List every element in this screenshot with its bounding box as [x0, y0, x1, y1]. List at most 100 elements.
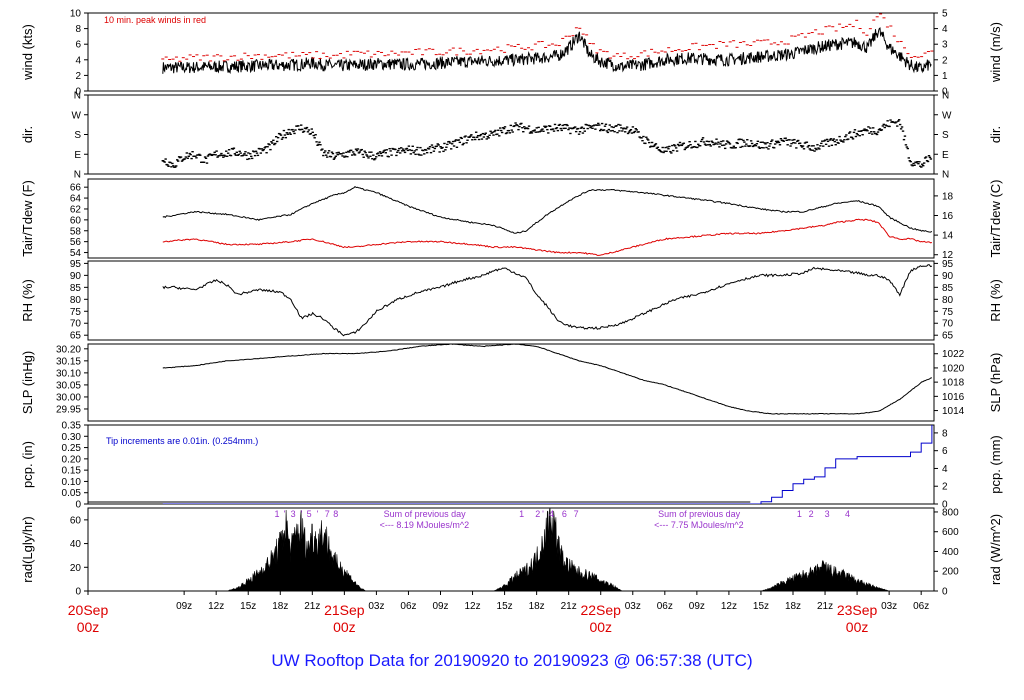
day-hour-label: 00z: [589, 619, 612, 635]
ytick-right-label: 200: [942, 567, 959, 578]
ytick-right-label: S: [942, 130, 949, 141]
ytick-left-label: 58: [70, 226, 82, 237]
ytick-left-label: 10: [70, 9, 82, 20]
day-label: 20Sep: [68, 602, 109, 618]
xtick-label: 15z: [753, 601, 769, 612]
ytick-left-label: 0.05: [62, 488, 82, 499]
day-label: 21Sep: [324, 602, 365, 618]
ytick-right-label: 2: [942, 482, 948, 493]
hour-marker: 2: [809, 509, 814, 519]
ytick-left-label: 0.10: [62, 477, 82, 488]
xtick-label: 03z: [881, 601, 897, 612]
xtick-label: 18z: [529, 601, 545, 612]
hour-marker: 3: [291, 509, 296, 519]
day-hour-label: 00z: [77, 619, 100, 635]
ytick-right-label: 65: [942, 331, 954, 342]
xtick-label: 06z: [657, 601, 673, 612]
xtick-label: 06z: [400, 601, 416, 612]
tip-increment-note: Tip increments are 0.01in. (0.254mm.): [106, 436, 258, 446]
hour-marker: 1: [797, 509, 802, 519]
ytick-right-label: 85: [942, 283, 954, 294]
ytick-right-label: 1: [942, 71, 948, 82]
hour-marker: 4: [845, 509, 850, 519]
xtick-label: 21z: [561, 601, 577, 612]
peak-wind-note: 10 min. peak winds in red: [104, 15, 206, 25]
ytick-left-label: 60: [70, 515, 82, 526]
ylabel-right-rh: RH (%): [988, 279, 1003, 322]
ylabel-left-slp: SLP (inHg): [20, 351, 35, 414]
ytick-left-label: 30.00: [56, 392, 81, 403]
ytick-left-label: 0: [75, 87, 81, 98]
hour-marker: 7: [574, 509, 579, 519]
series-temp-Tair: [162, 185, 933, 234]
panel-frame-rh: [87, 260, 935, 341]
xtick-label: 18z: [785, 601, 801, 612]
ytick-left-label: 0: [75, 500, 81, 511]
ytick-left-label: 2: [75, 71, 81, 82]
xtick-label: 09z: [689, 601, 705, 612]
panel-frame-dir: [87, 94, 935, 175]
ylabel-left-rh: RH (%): [20, 279, 35, 322]
ytick-right-label: 1020: [942, 363, 965, 374]
ytick-right-label: 14: [942, 231, 954, 242]
ylabel-right-dir: dir.: [988, 126, 1003, 143]
ytick-right-label: 400: [942, 547, 959, 558]
series-rh-0: [162, 264, 933, 337]
plot-area-pcp: [88, 425, 933, 504]
ytick-left-label: 70: [70, 319, 82, 330]
plot-area-slp: [162, 344, 933, 415]
ylabel-right-rad: rad (W/m^2): [988, 514, 1003, 585]
xtick-label: 12z: [464, 601, 480, 612]
hour-marker: 7: [325, 509, 330, 519]
day-hour-label: 00z: [333, 619, 356, 635]
ylabel-left-pcp: pcp. (in): [20, 441, 35, 488]
ytick-left-label: 54: [70, 248, 82, 259]
hour-marker: 5: [307, 509, 312, 519]
ytick-right-label: W: [942, 110, 952, 121]
ylabel-left-temp: Tair/Tdew (F): [20, 180, 35, 257]
ytick-right-label: 18: [942, 191, 954, 202]
series-precip: [162, 425, 933, 504]
radiation-day-2: [493, 508, 623, 591]
ytick-right-label: 90: [942, 271, 954, 282]
ytick-left-label: 90: [70, 271, 82, 282]
ytick-right-label: E: [942, 150, 949, 161]
ytick-left-label: 65: [70, 331, 82, 342]
series-temp-Tdew: [162, 218, 933, 256]
ytick-right-label: 6: [942, 446, 948, 457]
ylabel-right-slp: SLP (hPa): [988, 353, 1003, 413]
ytick-left-label: 0.20: [62, 454, 82, 465]
hour-marker: 3: [825, 509, 830, 519]
ytick-left-label: 95: [70, 259, 82, 270]
xtick-label: 03z: [625, 601, 641, 612]
series-mean-wind: [162, 27, 932, 75]
plot-area-rad: [226, 508, 890, 591]
ytick-left-label: 75: [70, 307, 82, 318]
xtick-label: 12z: [721, 601, 737, 612]
xtick-label: 21z: [817, 601, 833, 612]
radiation-day-1: [226, 509, 367, 591]
ytick-left-label: 30.20: [56, 344, 81, 355]
panel-wind: 0 2 4 6 8 10 0 1 2 3 4 5 wind (kts) wind (m/s) 10 min.…: [20, 9, 1003, 98]
ytick-right-label: 3: [942, 40, 948, 51]
xtick-label: 15z: [240, 601, 256, 612]
ytick-left-label: 30.05: [56, 380, 81, 391]
ylabel-right-temp: Tair/Tdew (C): [988, 179, 1003, 257]
hour-marker: 6: [562, 509, 567, 519]
hour-marker: 4: [549, 509, 554, 519]
day-hour-label: 00z: [846, 619, 869, 635]
chart-title: UW Rooftop Data for 20190920 to 20190923…: [271, 651, 752, 670]
radiation-sum-value: <--- 7.75 MJoules/m^2: [654, 520, 744, 530]
ytick-right-label: 0: [942, 587, 948, 598]
day-label: 23Sep: [837, 602, 878, 618]
hour-marker: 1: [275, 509, 280, 519]
ytick-right-label: 75: [942, 307, 954, 318]
hour-marker: ': [542, 509, 544, 519]
ytick-left-label: N: [74, 170, 81, 181]
hour-marker: ': [317, 509, 319, 519]
ytick-left-label: S: [74, 130, 81, 141]
